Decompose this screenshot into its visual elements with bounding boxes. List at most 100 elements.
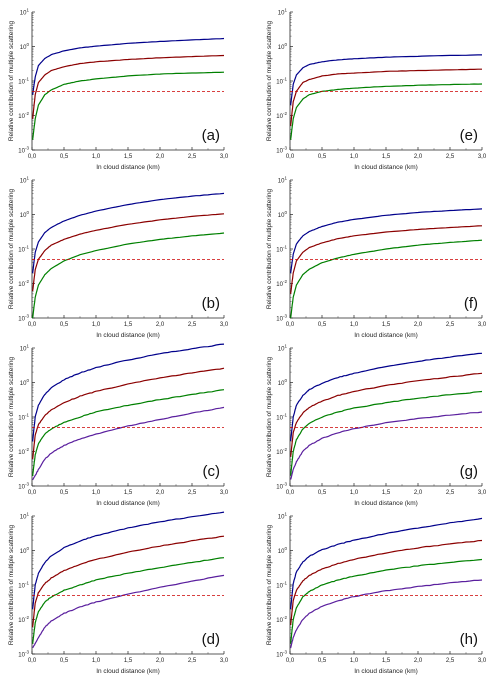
series-line-3: [290, 239, 483, 319]
x-tick-label: 3,0: [478, 658, 487, 664]
x-tick-label: 2,5: [446, 322, 455, 328]
y-tick-label: 10-2: [276, 615, 287, 624]
x-tick-label: 2,5: [446, 154, 455, 160]
x-tick-label: 0,0: [28, 490, 37, 496]
x-tick-label: 0,0: [28, 322, 37, 328]
y-tick-label: 10-3: [276, 482, 287, 491]
panel-label: (d): [202, 631, 220, 648]
y-axis-label: Relative contribution of multiple scatte…: [8, 356, 15, 477]
x-tick-label: 0,0: [28, 658, 37, 664]
series-line-2: [32, 54, 225, 119]
x-tick-label: 1,5: [382, 154, 391, 160]
x-tick-label: 0,0: [286, 154, 295, 160]
y-axis-label: Relative contribution of multiple scatte…: [8, 524, 15, 645]
y-axis-label: Relative contribution of multiple scatte…: [8, 20, 15, 141]
x-tick-label: 0,0: [286, 658, 295, 664]
y-tick-label: 101: [20, 8, 30, 17]
y-tick-label: 10-3: [276, 314, 287, 323]
x-tick-label: 2,5: [446, 658, 455, 664]
series-line-3: [32, 389, 225, 476]
x-tick-label: 2,0: [156, 154, 165, 160]
y-tick-label: 100: [20, 378, 30, 387]
y-tick-label: 10-2: [276, 111, 287, 120]
series-line-1: [32, 343, 225, 442]
series-line-4: [32, 406, 225, 481]
x-axis-label: In cloud distance (km): [96, 332, 160, 339]
x-tick-label: 0,0: [286, 490, 295, 496]
x-axis-label: In cloud distance (km): [96, 164, 160, 171]
x-tick-label: 2,0: [414, 322, 423, 328]
y-tick-label: 10-1: [18, 245, 29, 254]
series-line-2: [32, 367, 225, 460]
y-tick-label: 10-1: [18, 77, 29, 86]
panel-c: 10-3 10-2 10-1 100 101 0,0 0,5 1,0 1,5 2,0 2,5 3,0 I…: [8, 344, 229, 508]
series-line-3: [32, 71, 225, 140]
y-tick-label: 101: [20, 344, 30, 353]
x-axis-label: In cloud distance (km): [354, 332, 418, 339]
x-tick-label: 3,0: [478, 154, 487, 160]
x-tick-label: 2,5: [446, 490, 455, 496]
y-axis-label: Relative contribution of multiple scatte…: [266, 356, 273, 477]
panel-label: (h): [460, 631, 478, 648]
x-tick-label: 0,5: [318, 154, 327, 160]
y-axis-label: Relative contribution of multiple scatte…: [266, 524, 273, 645]
y-tick-label: 100: [278, 378, 288, 387]
panel-a: 10-3 10-2 10-1 100 101 0,0 0,5 1,0 1,5 2,0 2,5 3,0 I…: [8, 8, 229, 172]
x-tick-label: 2,0: [156, 658, 165, 664]
y-tick-label: 101: [20, 512, 30, 521]
y-tick-label: 10-1: [276, 77, 287, 86]
panel-e: 10-3 10-2 10-1 100 101 0,0 0,5 1,0 1,5 2,0 2,5 3,0 I…: [266, 8, 487, 172]
y-tick-label: 100: [20, 210, 30, 219]
x-tick-label: 3,0: [478, 322, 487, 328]
x-axis-label: In cloud distance (km): [96, 668, 160, 675]
y-tick-label: 100: [20, 42, 30, 51]
panel-label: (f): [464, 295, 478, 312]
y-tick-label: 10-3: [276, 146, 287, 155]
series-line-2: [32, 213, 225, 292]
x-tick-label: 1,0: [92, 658, 101, 664]
series-line-1: [290, 208, 483, 274]
x-tick-label: 1,0: [350, 658, 359, 664]
y-tick-label: 10-2: [18, 279, 29, 288]
x-tick-label: 3,0: [220, 322, 229, 328]
panel-g: 10-3 10-2 10-1 100 101 0,0 0,5 1,0 1,5 2,0 2,5 3,0 I…: [266, 344, 487, 508]
x-tick-label: 1,0: [92, 490, 101, 496]
panel-f: 10-3 10-2 10-1 100 101 0,0 0,5 1,0 1,5 2,0 2,5 3,0 I…: [266, 176, 487, 340]
y-axis-label: Relative contribution of multiple scatte…: [266, 188, 273, 309]
series-line-1: [32, 511, 225, 610]
y-tick-label: 10-1: [18, 413, 29, 422]
x-tick-label: 1,5: [124, 658, 133, 664]
series-line-1: [32, 192, 225, 274]
y-tick-label: 10-3: [18, 314, 29, 323]
x-tick-label: 0,5: [318, 658, 327, 664]
x-tick-label: 2,5: [188, 322, 197, 328]
x-tick-label: 1,5: [124, 322, 133, 328]
x-tick-label: 3,0: [220, 154, 229, 160]
x-tick-label: 1,5: [382, 490, 391, 496]
y-tick-label: 10-2: [18, 615, 29, 624]
x-tick-label: 1,0: [350, 322, 359, 328]
y-tick-label: 101: [278, 176, 288, 185]
x-tick-label: 0,0: [286, 322, 295, 328]
series-line-1: [290, 54, 482, 106]
y-tick-label: 10-1: [276, 581, 287, 590]
series-line-4: [290, 579, 483, 649]
series-line-4: [290, 411, 483, 480]
x-axis-label: In cloud distance (km): [354, 668, 418, 675]
x-tick-label: 1,5: [382, 658, 391, 664]
series-line-2: [32, 535, 225, 628]
x-tick-label: 3,0: [478, 490, 487, 496]
x-axis-label: In cloud distance (km): [354, 164, 418, 171]
panel-d: 10-3 10-2 10-1 100 101 0,0 0,5 1,0 1,5 2,0 2,5 3,0 I…: [8, 512, 229, 676]
x-tick-label: 1,5: [124, 490, 133, 496]
y-tick-label: 10-3: [18, 650, 29, 659]
series-line-1: [290, 352, 483, 441]
x-tick-label: 2,5: [188, 154, 197, 160]
y-tick-label: 100: [278, 210, 288, 219]
y-axis-label: Relative contribution of multiple scatte…: [266, 20, 273, 141]
x-tick-label: 1,0: [350, 490, 359, 496]
x-tick-label: 2,0: [156, 322, 165, 328]
x-tick-label: 0,0: [28, 154, 37, 160]
x-tick-label: 2,5: [188, 658, 197, 664]
